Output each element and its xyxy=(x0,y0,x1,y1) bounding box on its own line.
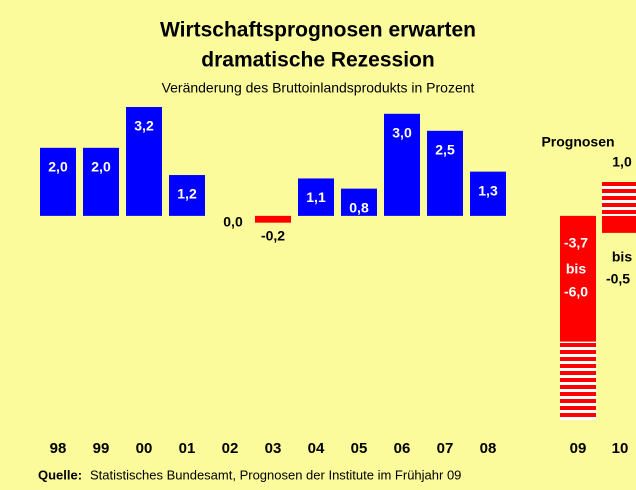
value-label: -6,0 xyxy=(564,284,588,300)
x-tick-label: 10 xyxy=(612,440,629,457)
chart-subtitle: Veränderung des Bruttoinlandsprodukts in… xyxy=(162,80,475,96)
bar xyxy=(298,178,334,216)
x-tick-label: 02 xyxy=(222,440,239,457)
source: Statistisches Bundesamt, Prognosen der I… xyxy=(90,467,461,482)
value-label: 2,0 xyxy=(48,159,68,175)
x-tick-label: 03 xyxy=(265,440,282,457)
connector: bis xyxy=(566,261,586,277)
source-label: Quelle: xyxy=(38,467,82,482)
chart-title: Wirtschaftsprognosen erwarten xyxy=(160,19,476,42)
value-label: 1,0 xyxy=(612,154,632,170)
bar xyxy=(341,188,377,216)
x-tick-label: 05 xyxy=(351,440,368,457)
x-tick-label: 06 xyxy=(394,440,411,457)
x-tick-label: 08 xyxy=(480,440,497,457)
x-tick-label: 07 xyxy=(437,440,454,457)
bar xyxy=(40,147,76,216)
value-label: 0,8 xyxy=(349,199,369,215)
bar xyxy=(427,130,463,216)
x-tick-label: 99 xyxy=(93,440,110,457)
bar xyxy=(470,171,506,216)
value-label: 1,3 xyxy=(478,182,498,198)
x-tick-label: 00 xyxy=(136,440,153,457)
bar xyxy=(126,107,162,216)
x-tick-label: 98 xyxy=(50,440,67,457)
bar xyxy=(255,215,291,223)
value-label: 3,0 xyxy=(392,125,412,141)
value-label: 1,1 xyxy=(306,189,326,205)
x-tick-label: 04 xyxy=(308,440,325,457)
value-label: 2,5 xyxy=(435,142,455,158)
value-label: 0,0 xyxy=(223,214,243,230)
forecast-range xyxy=(602,181,636,216)
forecast-bar xyxy=(602,215,636,233)
value-label: 2,0 xyxy=(91,159,111,175)
bar xyxy=(384,113,420,216)
x-tick-label: 01 xyxy=(179,440,196,457)
forecast-bar xyxy=(560,215,596,342)
chart-title: dramatische Rezession xyxy=(201,49,434,72)
x-tick-label: 09 xyxy=(570,440,587,457)
bar xyxy=(83,147,119,216)
value-label: -3,7 xyxy=(564,235,588,251)
value-label: -0,5 xyxy=(606,271,630,287)
forecast-label: Prognosen xyxy=(541,134,614,150)
bar xyxy=(169,175,205,216)
connector: bis xyxy=(612,249,632,265)
value-label: -0,2 xyxy=(261,227,285,243)
value-label: 1,2 xyxy=(177,186,197,202)
value-label: 3,2 xyxy=(134,118,154,134)
forecast-range xyxy=(560,341,596,420)
